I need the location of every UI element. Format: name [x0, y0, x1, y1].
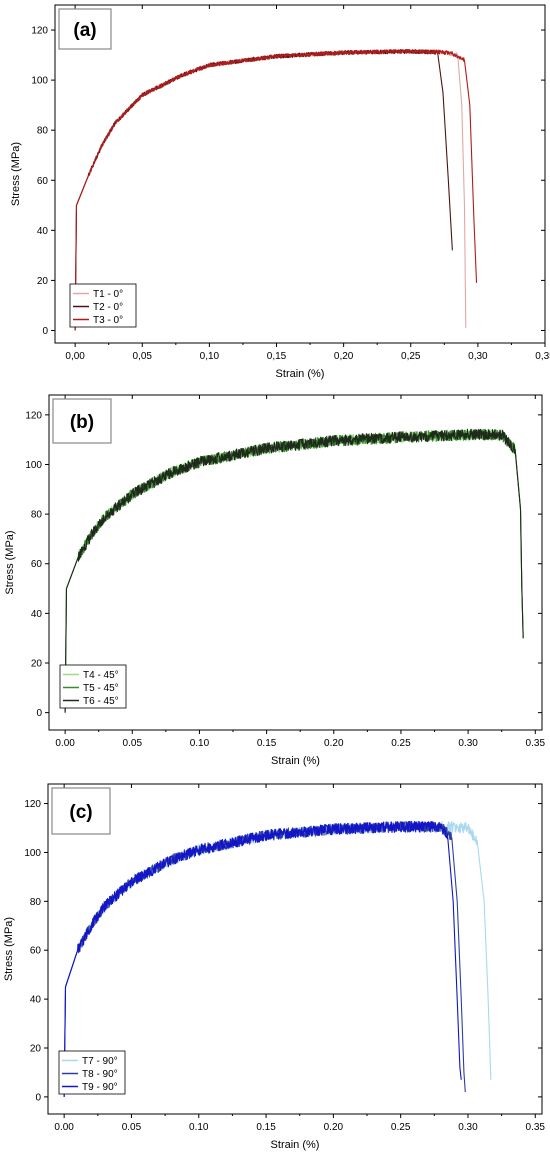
y-tick-label: 20 — [30, 1044, 42, 1055]
y-tick-label: 0 — [35, 1092, 41, 1103]
series-line — [64, 428, 524, 713]
y-tick-label: 60 — [31, 559, 43, 570]
legend-label: T4 - 45° — [83, 670, 119, 681]
panel-label: (c) — [69, 802, 92, 823]
y-tick-label: 40 — [31, 609, 43, 620]
panel-label: (a) — [73, 20, 96, 41]
y-axis-label: Stress (MPa) — [4, 530, 16, 594]
x-tick-label: 0,30 — [468, 351, 488, 362]
x-tick-label: 0.20 — [324, 738, 344, 749]
chart-panel-c: 0.00 0.05 0.10 0.15 0.20 0.25 0.30 0.35 0 20 40 60 8… — [0, 770, 550, 1157]
panel-label: (b) — [70, 412, 94, 433]
x-axis-label: Strain (%) — [271, 1139, 320, 1151]
x-tick-label: 0,00 — [65, 351, 85, 362]
y-axis-label: Stress (MPa) — [3, 917, 15, 981]
x-tick-label: 0,15 — [267, 351, 287, 362]
series-line — [74, 48, 478, 331]
y-tick-label: 60 — [30, 946, 42, 957]
y-tick-label: 60 — [37, 176, 49, 187]
y-tick-label: 0 — [42, 326, 48, 337]
series-line — [63, 820, 462, 1097]
panel-label-box — [52, 398, 112, 444]
x-axis-label: Strain (%) — [271, 755, 320, 767]
plot-frame — [54, 4, 546, 344]
chart-panel-a: 0,00 0,05 0,10 0,15 0,20 0,25 0,30 0,35 0 20 40 60 8… — [0, 0, 550, 385]
legend-label: T5 - 45° — [83, 683, 119, 694]
y-tick-label: 80 — [30, 897, 42, 908]
y-tick-label: 120 — [31, 26, 48, 37]
x-tick-label: 0.05 — [123, 738, 143, 749]
legend-label: T6 - 45° — [83, 696, 119, 707]
series-line — [63, 820, 492, 1097]
plot-frame — [47, 783, 543, 1115]
legend-label: T7 - 90° — [82, 1056, 118, 1067]
y-tick-label: 100 — [31, 76, 48, 87]
y-axis-label: Stress (MPa) — [10, 142, 22, 206]
x-tick-label: 0.30 — [458, 1122, 478, 1133]
chart-panel-b: 0.00 0.05 0.10 0.15 0.20 0.25 0.30 0.35 0 20 40 60 8… — [0, 385, 550, 770]
x-tick-label: 0,10 — [200, 351, 220, 362]
panel-label-box — [58, 8, 112, 50]
x-tick-label: 0.35 — [526, 738, 546, 749]
x-tick-label: 0.10 — [190, 738, 210, 749]
x-tick-label: 0.35 — [526, 1122, 546, 1133]
legend-label: T3 - 0° — [93, 315, 123, 326]
legend-label: T2 - 0° — [93, 302, 123, 313]
x-tick-label: 0,20 — [334, 351, 354, 362]
x-tick-label: 0.30 — [458, 738, 478, 749]
series-line — [64, 428, 524, 713]
plot-frame — [48, 394, 543, 731]
legend-label: T1 - 0° — [93, 289, 123, 300]
x-tick-label: 0,25 — [401, 351, 421, 362]
y-tick-label: 120 — [24, 799, 41, 810]
y-tick-label: 40 — [30, 995, 42, 1006]
x-tick-label: 0.15 — [257, 738, 277, 749]
x-tick-label: 0.05 — [122, 1122, 142, 1133]
x-tick-label: 0.20 — [324, 1122, 344, 1133]
y-tick-label: 80 — [37, 126, 49, 137]
y-tick-label: 80 — [31, 510, 43, 521]
x-axis-label: Strain (%) — [276, 368, 325, 380]
legend-label: T9 - 90° — [82, 1082, 118, 1093]
chart-c-svg: 0.00 0.05 0.10 0.15 0.20 0.25 0.30 0.35 0 20 40 60 8… — [3, 783, 546, 1151]
series-line — [64, 428, 524, 713]
x-tick-label: 0.00 — [55, 738, 75, 749]
panel-label-box — [51, 787, 111, 835]
x-tick-label: 0,35 — [535, 351, 550, 362]
x-tick-label: 0.15 — [256, 1122, 276, 1133]
y-tick-label: 20 — [31, 659, 43, 670]
chart-b-svg: 0.00 0.05 0.10 0.15 0.20 0.25 0.30 0.35 0 20 40 60 8… — [4, 394, 546, 767]
y-tick-label: 40 — [37, 226, 49, 237]
x-tick-label: 0,05 — [133, 351, 153, 362]
x-tick-label: 0.25 — [391, 738, 411, 749]
x-tick-label: 0.10 — [189, 1122, 209, 1133]
x-tick-label: 0.25 — [391, 1122, 411, 1133]
y-tick-label: 0 — [36, 708, 42, 719]
y-tick-label: 100 — [25, 460, 42, 471]
y-tick-label: 20 — [37, 276, 49, 287]
legend-label: T8 - 90° — [82, 1069, 118, 1080]
chart-a-svg: 0,00 0,05 0,10 0,15 0,20 0,25 0,30 0,35 0 20 40 60 8… — [10, 4, 550, 380]
y-tick-label: 120 — [25, 410, 42, 421]
x-tick-label: 0.00 — [54, 1122, 74, 1133]
y-tick-label: 100 — [24, 848, 41, 859]
